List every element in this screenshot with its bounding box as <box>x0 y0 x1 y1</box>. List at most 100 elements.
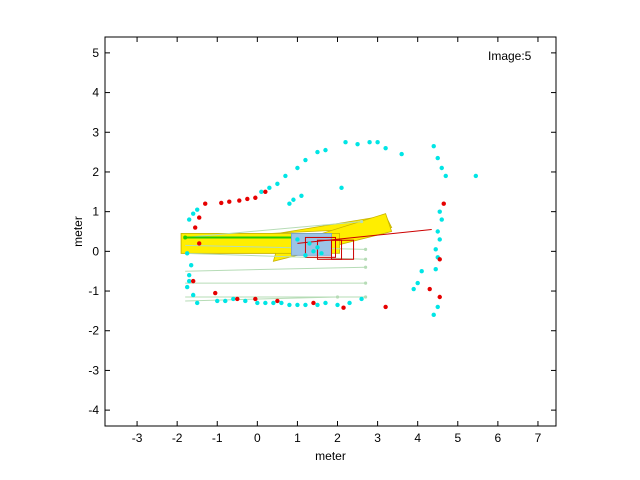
cyan-point <box>279 300 284 306</box>
ray-line <box>185 221 362 238</box>
cyan-point <box>431 312 436 318</box>
cyan-point <box>433 247 438 252</box>
cyan-point <box>437 237 442 242</box>
cyan-point <box>433 267 438 272</box>
cyan-point <box>283 173 288 179</box>
cyan-point <box>437 209 442 214</box>
cyan-point <box>190 211 196 216</box>
heading-line <box>297 229 432 244</box>
cyan-point <box>323 300 328 306</box>
y-tick-label: 3 <box>92 125 99 139</box>
cyan-point <box>186 217 192 222</box>
red-point <box>197 241 202 246</box>
cyan-point <box>295 302 300 308</box>
cyan-point <box>335 302 340 308</box>
ray-end-point <box>363 281 368 285</box>
cyan-point <box>295 237 300 242</box>
y-tick-label: 2 <box>92 165 99 179</box>
ray-end-point <box>359 219 364 224</box>
cyan-point <box>347 300 352 306</box>
x-tick-label: 2 <box>334 431 341 445</box>
y-tick-label: 4 <box>92 86 99 100</box>
red-point <box>203 201 208 206</box>
red-point <box>275 298 280 304</box>
red-point <box>341 305 346 310</box>
cyan-point <box>267 185 272 191</box>
y-tick-label: 1 <box>92 205 99 219</box>
ray-line <box>185 296 338 302</box>
cyan-point <box>186 272 192 278</box>
cyan-point <box>315 302 320 308</box>
image-annotation: Image:5 <box>488 49 532 63</box>
cyan-point <box>439 165 444 171</box>
cyan-point <box>419 268 424 274</box>
chart-layer-boxes <box>291 229 432 260</box>
red-point <box>227 199 232 204</box>
trajectory-start <box>183 235 188 240</box>
ray-end-point <box>363 257 368 261</box>
cyan-point <box>215 298 220 304</box>
red-point <box>263 189 268 195</box>
y-tick-label: 0 <box>92 244 99 258</box>
cyan-point <box>343 139 348 145</box>
cyan-point <box>291 197 296 202</box>
red-point <box>245 196 250 202</box>
cyan-point <box>186 278 192 284</box>
cyan-point <box>375 139 380 145</box>
red-point <box>197 215 202 220</box>
cyan-point <box>231 296 236 302</box>
cyan-point <box>315 245 320 250</box>
red-point <box>437 294 442 300</box>
cyan-point <box>473 173 479 179</box>
red-box <box>331 239 355 260</box>
cyan-point <box>195 207 200 212</box>
y-axis-label: meter <box>71 216 85 247</box>
cyan-point <box>243 298 248 304</box>
cyan-point <box>415 280 420 286</box>
cyan-point <box>323 147 328 153</box>
red-point <box>427 286 432 292</box>
cyan-point <box>439 217 444 222</box>
red-point <box>213 290 218 296</box>
cyan-point <box>259 189 264 195</box>
cyan-point <box>359 296 364 302</box>
cyan-point <box>303 253 308 258</box>
x-tick-label: -2 <box>172 431 183 445</box>
cyan-point <box>311 249 316 254</box>
cyan-point <box>435 304 440 310</box>
x-tick-label: 3 <box>374 431 381 445</box>
cyan-point <box>303 302 308 308</box>
ray-line <box>185 266 366 272</box>
y-tick-label: -1 <box>88 284 99 298</box>
red-point <box>235 296 240 302</box>
cyan-point <box>255 300 260 306</box>
red-point <box>311 300 316 306</box>
cyan-point <box>184 284 190 290</box>
cyan-point <box>275 181 280 187</box>
x-tick-label: 1 <box>294 431 301 445</box>
cyan-point <box>303 157 308 163</box>
x-tick-label: -1 <box>212 431 223 445</box>
cyan-point <box>307 241 312 246</box>
cyan-point <box>295 165 300 171</box>
red-point <box>437 257 442 262</box>
cyan-point <box>271 300 276 306</box>
ray-end-point <box>363 265 368 269</box>
cyan-point <box>195 300 200 306</box>
x-tick-label: 7 <box>535 431 542 445</box>
ray-end-point <box>335 295 340 299</box>
ray-line <box>185 252 366 260</box>
ray-end-point <box>363 295 368 299</box>
y-tick-label: -2 <box>88 324 99 338</box>
x-tick-label: 6 <box>495 431 502 445</box>
cyan-point <box>435 155 440 161</box>
cyan-point <box>188 263 194 268</box>
red-box <box>304 236 337 258</box>
x-tick-label: -3 <box>132 431 143 445</box>
red-point <box>441 201 446 206</box>
red-point <box>219 200 224 206</box>
axes-ticks: -3 -2 -1 0 1 2 3 4 5 6 7 -4 -3 -2 -1 0 1 2 3 4 5 <box>88 37 556 445</box>
cyan-point <box>435 229 440 234</box>
cyan-point <box>383 145 388 151</box>
